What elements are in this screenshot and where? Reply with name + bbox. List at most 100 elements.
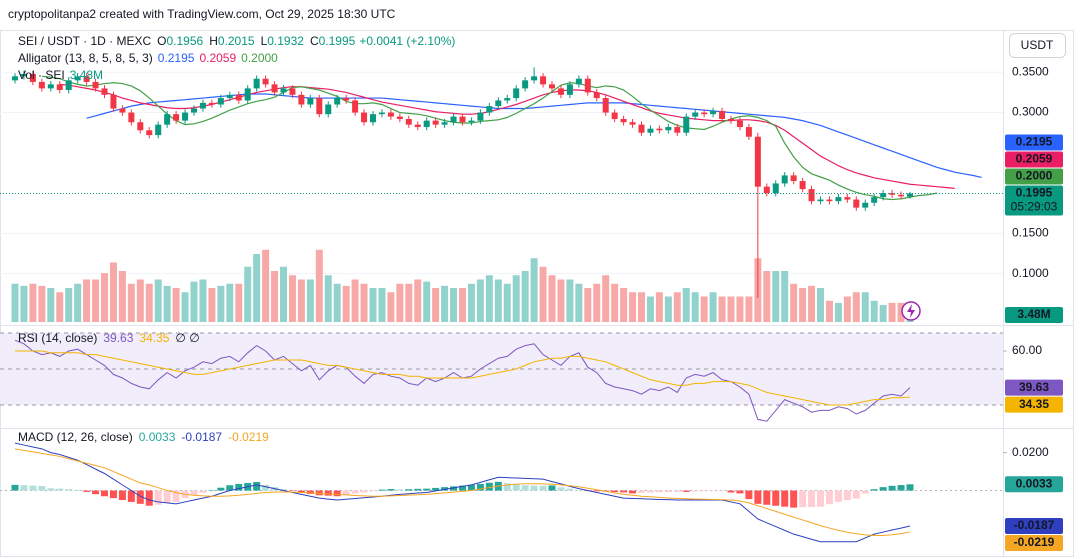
macd-histogram-bar	[629, 490, 637, 494]
macd-histogram-bar	[673, 490, 681, 492]
macd-histogram-bar	[646, 490, 654, 493]
alligator-badge-bg	[1005, 168, 1063, 185]
candle-body	[495, 100, 502, 107]
alligator-badge: 0.2000	[1016, 169, 1053, 183]
volume-bar	[65, 288, 73, 322]
legend-item: 0.1995	[319, 34, 356, 48]
macd-histogram-bar	[414, 488, 422, 491]
candle-body	[164, 114, 171, 125]
volume-bar	[459, 288, 466, 322]
candle-body	[531, 76, 538, 81]
candle-body	[638, 124, 645, 133]
rsi-badge-bg	[1005, 396, 1063, 413]
candle-body	[405, 119, 412, 125]
candle-body	[146, 130, 153, 136]
macd-histogram-bar	[897, 485, 905, 491]
legend-item: 0.1956	[166, 34, 203, 48]
replay-icon[interactable]	[901, 301, 921, 321]
macd-histogram-bar	[834, 490, 842, 502]
macd-histogram-bar	[297, 490, 305, 493]
legend-item: SEI / USDT · 1D · MEXC	[18, 34, 151, 48]
volume-bar	[763, 271, 771, 322]
volume-bar	[11, 283, 19, 322]
volume-bar	[262, 249, 270, 322]
macd-badge-bg	[1005, 517, 1063, 534]
macd-histogram-bar	[503, 483, 511, 491]
candle-body	[629, 122, 636, 125]
candle-body	[155, 124, 162, 136]
volume-bar	[467, 283, 475, 322]
legend: RSI (14, close) 39.63 34.35 ∅ ∅	[18, 331, 200, 345]
legend-item: H	[209, 34, 218, 48]
legend-item: RSI (14, close)	[18, 331, 97, 345]
volume-bar	[47, 288, 55, 322]
candle-body	[844, 197, 851, 200]
volume-bar	[629, 292, 637, 322]
volume-bar	[602, 275, 610, 322]
volume-bar	[825, 300, 833, 322]
candle-body	[128, 112, 135, 123]
candle-body	[566, 84, 573, 95]
alligator-badge-bg	[1005, 151, 1063, 168]
volume-bar	[333, 283, 341, 322]
volume-bar	[530, 258, 538, 322]
candle-body	[47, 84, 54, 89]
y-tick-label: 0.1000	[1012, 266, 1049, 280]
macd-histogram-bar	[83, 490, 91, 492]
legend-item: 0.2015	[218, 34, 255, 48]
candle-body	[584, 78, 591, 93]
macd-histogram-bar	[888, 485, 896, 491]
macd-histogram-bar	[799, 490, 807, 508]
volume-bar	[808, 285, 816, 322]
volume-bar	[351, 279, 359, 322]
volume-bar	[92, 279, 100, 322]
macd-histogram-bar	[226, 485, 234, 491]
macd-histogram-bar	[396, 489, 404, 491]
candle-body	[173, 114, 180, 121]
candle-body	[719, 110, 726, 119]
macd-histogram-bar	[512, 484, 520, 491]
macd-badge: 0.0033	[1016, 476, 1053, 490]
volume-bar	[163, 285, 171, 322]
volume-bar	[280, 266, 287, 322]
candle-body	[647, 128, 654, 133]
candle-body	[817, 199, 824, 202]
volume-bar	[387, 292, 395, 322]
macd-histogram-bar	[843, 490, 851, 501]
volume-bar	[29, 283, 37, 322]
volume-bar	[691, 292, 699, 322]
volume-bar	[38, 285, 46, 322]
currency-button-label[interactable]: USDT	[1021, 38, 1054, 52]
icon-bolt[interactable]	[907, 304, 915, 318]
macd-histogram-bar	[333, 490, 341, 497]
candle-body	[83, 76, 90, 82]
alligator-badge: 0.2059	[1016, 152, 1053, 166]
y-tick-label: 0.3000	[1012, 105, 1049, 119]
volume-bar	[315, 249, 323, 322]
candle-body	[396, 116, 403, 119]
macd-histogram-bar	[154, 490, 162, 505]
volume-bar	[790, 283, 798, 322]
macd-histogram-bar	[190, 490, 198, 496]
candle-body	[29, 73, 36, 82]
volume-bar	[566, 279, 574, 322]
macd-histogram-bar	[790, 490, 798, 508]
macd-histogram-bar	[521, 485, 529, 491]
volume-bar	[548, 275, 556, 322]
macd-histogram-bar	[387, 489, 395, 491]
candle-body	[790, 175, 797, 182]
y-tick-label: 60.00	[1012, 343, 1042, 357]
volume-bar	[360, 283, 368, 322]
macd-histogram-bar	[20, 485, 28, 491]
volume-bar	[852, 292, 860, 322]
y-tick-label: 0.0200	[1012, 445, 1049, 459]
volume-bar	[772, 271, 780, 322]
currency-button[interactable]	[1009, 33, 1066, 58]
legend-item: +0.0041 (+2.10%)	[359, 34, 455, 48]
candle-body	[468, 120, 475, 123]
candle-body	[611, 112, 618, 119]
candle-body	[74, 76, 81, 81]
candle-body	[513, 88, 520, 99]
volume-bar	[727, 296, 735, 322]
macd-histogram-bar	[718, 490, 726, 492]
